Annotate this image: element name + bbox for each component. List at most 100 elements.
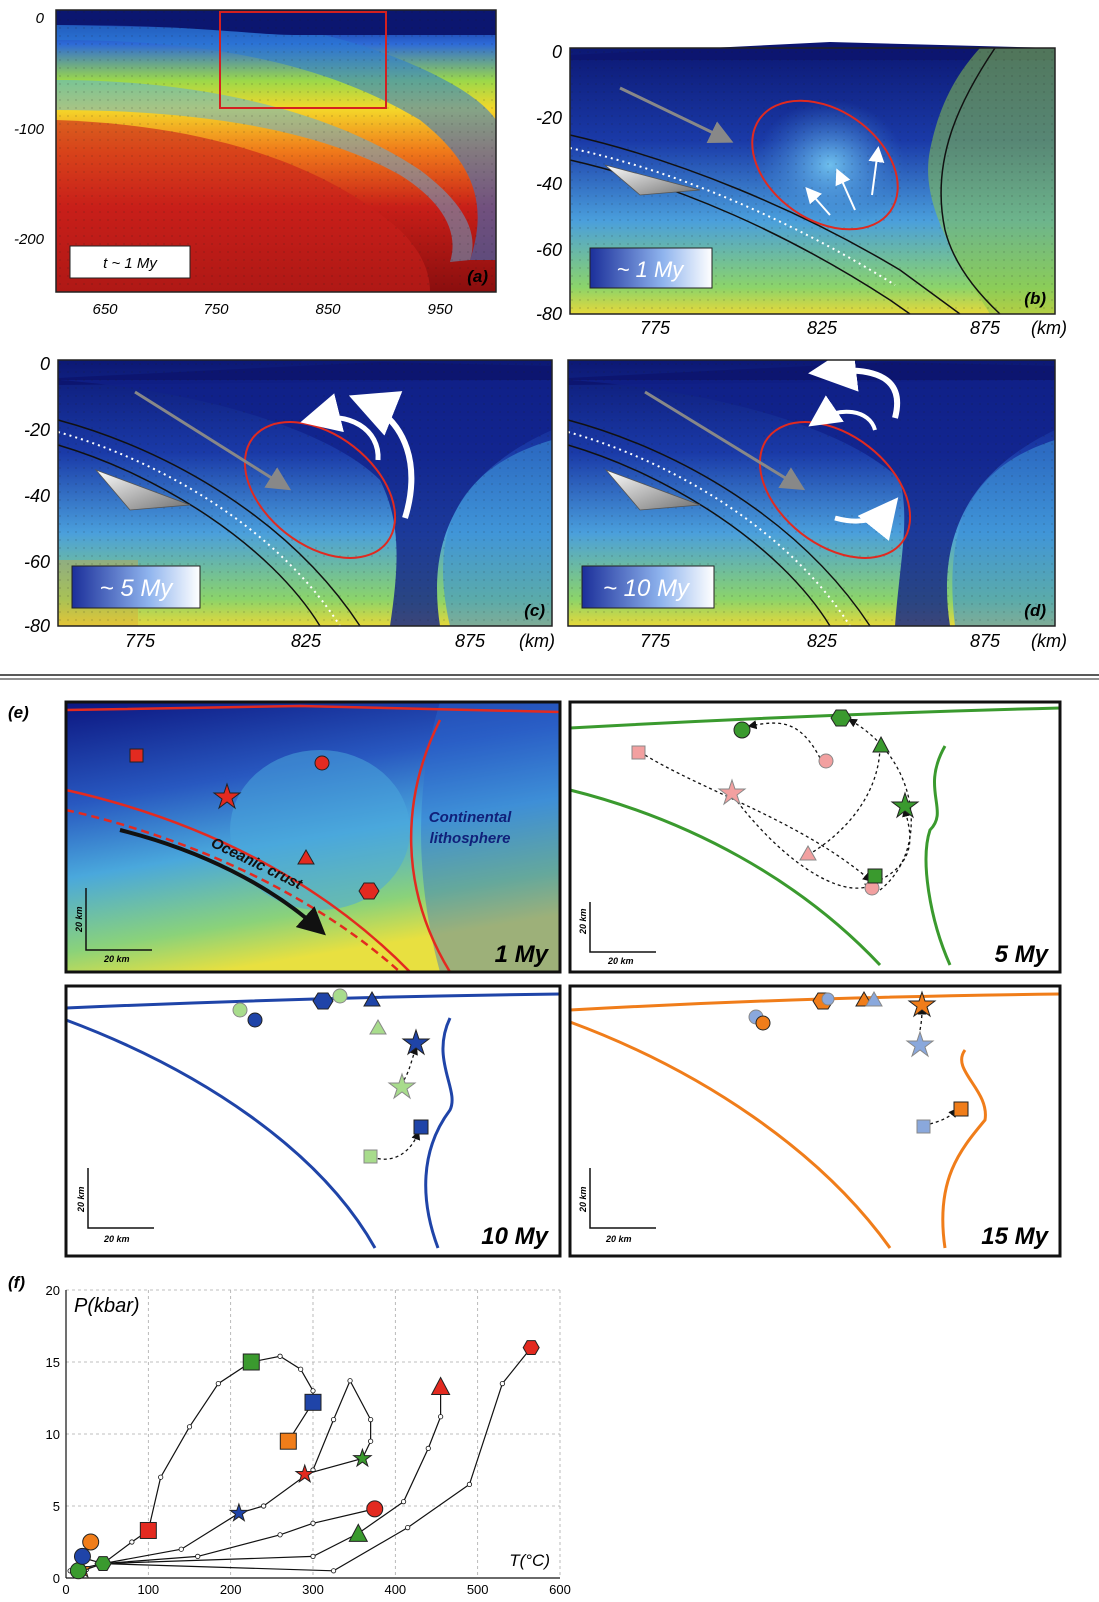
pt-vertex <box>499 1381 505 1387</box>
x-tick-label: 400 <box>384 1582 406 1597</box>
marker-circle <box>314 755 330 771</box>
pt-vertex <box>368 1417 374 1423</box>
panel-d: ~ 10 My (d) 775 825 875 (km) <box>567 343 1067 651</box>
panel-c-ytick: -80 <box>24 616 50 636</box>
pt-vertex <box>260 1503 267 1509</box>
marker-circle <box>69 1562 87 1580</box>
panel-d-xunit: (km) <box>1031 631 1067 651</box>
panel-d-xtick: 825 <box>807 631 838 651</box>
panel-b-time-box <box>589 247 713 289</box>
panel-d-time-label: ~ 10 My <box>603 575 691 602</box>
panel-b-xtick: 775 <box>640 318 671 338</box>
panel-a-letter: (a) <box>467 267 488 286</box>
x-tick-label: 600 <box>549 1582 571 1597</box>
marker-square <box>139 1521 157 1539</box>
pt-vertex <box>310 1388 316 1394</box>
pt-vertex <box>178 1546 184 1552</box>
marker-hexagon <box>358 882 380 900</box>
chart-ylabel: P(kbar) <box>74 1295 140 1317</box>
pt-vertex <box>438 1414 444 1420</box>
panel-a-xtick: 750 <box>203 301 229 318</box>
pt-vertex <box>129 1539 135 1545</box>
marker-square <box>304 1393 322 1411</box>
panel-b-ytick: -60 <box>536 240 562 260</box>
svg-text:20 km: 20 km <box>578 908 588 935</box>
continental-label: Continental <box>429 809 512 826</box>
panel-a-ytick: -100 <box>14 121 45 138</box>
svg-text:20 km: 20 km <box>607 956 634 966</box>
panel-c-time-label: ~ 5 My <box>100 575 175 602</box>
pt-vertex <box>277 1353 283 1359</box>
pt-vertex <box>277 1532 283 1538</box>
panel-c-xtick: 825 <box>291 631 322 651</box>
panel-d-xtick: 775 <box>640 631 671 651</box>
panel-e-time: 15 My <box>981 1223 1049 1250</box>
panel-c-xtick: 875 <box>455 631 486 651</box>
pt-path-circle <box>78 1508 375 1565</box>
panel-e-10my <box>66 986 560 1256</box>
pt-vertex <box>298 1366 304 1372</box>
y-tick-label: 5 <box>53 1499 60 1514</box>
pt-chart: 0 100 200 300 400 500 600 0 5 10 15 20 <box>46 1283 571 1597</box>
panel-b-ytick: -40 <box>536 174 562 194</box>
pt-vertex <box>195 1553 201 1560</box>
svg-text:20 km: 20 km <box>103 1234 130 1244</box>
pt-vertex <box>405 1525 411 1531</box>
x-tick-label: 200 <box>220 1582 242 1597</box>
panel-d-time-box <box>581 565 715 609</box>
panel-e-15my <box>570 986 1060 1256</box>
marker-square <box>129 748 144 763</box>
svg-text:20 km: 20 km <box>605 1234 632 1244</box>
x-tick-label: 300 <box>302 1582 324 1597</box>
pt-vertex <box>310 1520 316 1526</box>
panel-a-xtick: 850 <box>315 301 341 318</box>
panel-b: ~ 1 My (b) 0 -20 -40 -60 -80 775 825 875… <box>536 42 1067 338</box>
panel-a-ytick: 0 <box>36 10 45 27</box>
panel-b-ytick: -80 <box>536 304 562 324</box>
panel-a-xtick: 950 <box>427 301 453 318</box>
pt-vertex <box>466 1481 473 1488</box>
panel-f-letter: (f) <box>8 1273 25 1292</box>
panel-b-time-label: ~ 1 My <box>617 257 686 282</box>
marker-square <box>279 1432 297 1450</box>
scale-label: 20 km <box>103 954 130 964</box>
marker-square <box>242 1353 260 1371</box>
pt-vertex <box>158 1474 164 1480</box>
pt-vertex <box>400 1499 407 1505</box>
pt-vertex <box>368 1438 374 1444</box>
x-tick-label: 0 <box>62 1582 69 1597</box>
plume-ellipse <box>751 99 899 231</box>
panel-e-time: 1 My <box>495 941 550 968</box>
pt-path-hexagon <box>103 1347 532 1572</box>
zoom-box <box>219 11 387 109</box>
pt-vertex <box>330 1568 337 1574</box>
marker-triangle <box>430 1376 451 1395</box>
x-tick-label: 100 <box>137 1582 159 1597</box>
pt-vertex <box>347 1378 353 1384</box>
y-tick-label: 0 <box>53 1571 60 1586</box>
panel-a-time-label: t ~ 1 My <box>103 255 158 272</box>
marker-circle <box>82 1533 100 1551</box>
panel-b-ytick: 0 <box>552 42 562 62</box>
panel-d-xtick: 875 <box>970 631 1001 651</box>
y-tick-label: 20 <box>46 1283 60 1298</box>
pt-vertex <box>186 1424 193 1430</box>
panel-b-letter: (b) <box>1024 289 1046 308</box>
panel-c-time-box <box>71 565 201 609</box>
panel-e-5my <box>570 702 1060 972</box>
panel-e-letter: (e) <box>8 703 29 722</box>
marker-hexagon <box>522 1340 540 1356</box>
marker-circle <box>73 1547 91 1565</box>
panel-c-letter: (c) <box>524 601 545 620</box>
panel-a: t ~ 1 My (a) 0 -100 -200 650 750 850 950 <box>14 9 497 318</box>
panel-e: (e) Continental lithosphere Oceanic crus… <box>8 700 1062 1258</box>
scale-label: 20 km <box>74 906 84 933</box>
continental-label: lithosphere <box>430 830 511 847</box>
panel-c-xunit: (km) <box>519 631 555 651</box>
panel-c-ytick: -40 <box>24 486 50 506</box>
panel-c-ytick: -60 <box>24 552 50 572</box>
panel-b-ytick: -20 <box>536 108 562 128</box>
pt-vertex <box>215 1381 221 1387</box>
